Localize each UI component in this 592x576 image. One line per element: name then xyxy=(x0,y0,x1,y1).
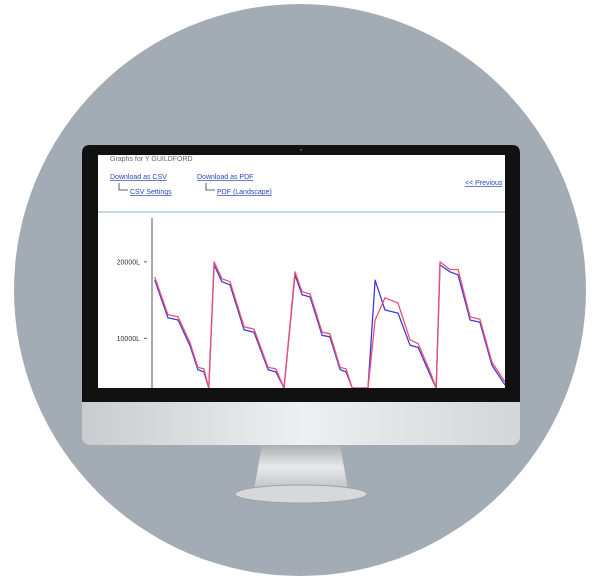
tree-connector xyxy=(118,183,215,191)
nav-link[interactable]: << Previous xyxy=(465,180,503,187)
link[interactable]: PDF (Landscape) xyxy=(217,189,272,196)
monitor-neck xyxy=(254,444,348,490)
y-tick-label: 10000L xyxy=(117,336,140,343)
link[interactable]: CSV Settings xyxy=(130,189,172,196)
series-line xyxy=(154,261,505,388)
monitor-base xyxy=(234,484,368,504)
link[interactable]: Download as PDF xyxy=(197,174,253,181)
link[interactable]: Download as CSV xyxy=(110,174,167,181)
y-tick-label: 20000L xyxy=(117,259,140,266)
page-title: Graphs for Y GUILDFORD xyxy=(110,156,193,163)
camera xyxy=(299,148,303,152)
screen-content: Graphs for Y GUILDFORD Download as CSV D… xyxy=(98,156,505,388)
